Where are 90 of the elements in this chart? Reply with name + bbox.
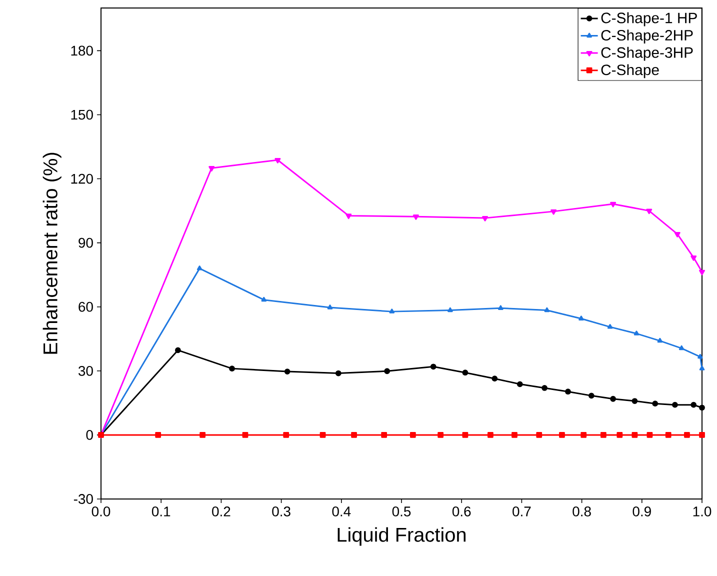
legend-label: C-Shape-3HP [601,46,693,61]
point [699,270,705,276]
point [684,432,690,438]
point [512,432,518,438]
point [610,202,616,208]
x-tick-label: 0.7 [512,506,531,516]
point [542,385,548,391]
y-tick-label: 90 [78,238,93,248]
point [672,402,678,408]
point [462,432,468,438]
point [699,404,705,411]
point [242,432,248,438]
x-tick-label: 0.1 [152,506,170,516]
point [580,432,587,438]
y-axis-title: Enhancement ratio (%) [42,152,62,354]
point [208,166,215,172]
point [544,307,550,312]
point [430,364,436,370]
point [678,345,684,350]
point [274,158,281,164]
y-tick-label: -30 [74,494,93,504]
point [652,400,658,407]
legend-label: C-Shape-2HP [601,30,693,44]
point [283,432,290,438]
x-tick-label: 0.9 [632,506,651,516]
x-tick-label: 0.3 [272,506,290,516]
y-tick-label: 60 [78,302,93,312]
legend-label: C-Shape-1 HP [601,12,697,26]
point [657,338,663,343]
point [634,330,640,336]
x-axis-title: Liquid Fraction [338,527,466,546]
point [412,214,419,220]
y-tick-label: 0 [86,430,93,440]
x-tick-label: 0.5 [392,506,411,516]
point [155,432,162,438]
y-tick-label: 120 [71,174,93,184]
y-tick-label: 180 [71,46,93,56]
point [698,354,703,359]
legend-label: C-Shape [601,64,659,78]
point [699,432,705,438]
point [174,347,181,354]
point [600,432,606,438]
point [536,432,542,438]
point [665,432,672,438]
point [351,432,357,438]
point [482,216,488,222]
point [699,366,705,370]
point [516,381,523,388]
point [632,432,638,438]
point [498,305,504,310]
point [492,376,498,382]
point [327,304,333,310]
x-tick-label: 0.8 [572,506,591,516]
point [200,432,206,438]
point [346,214,352,220]
point [448,307,453,312]
point [488,432,494,438]
x-tick-label: 0.2 [212,506,230,516]
point [559,432,565,438]
point [438,432,444,438]
point [384,368,390,374]
point [381,432,388,438]
x-tick-label: 1.0 [693,506,712,516]
x-tick-label: 0.6 [452,506,471,516]
y-tick-label: 30 [78,366,93,376]
point [632,398,638,404]
point [565,388,571,395]
point [674,232,680,238]
point [646,432,653,438]
x-tick-label: 0.0 [92,506,110,516]
point [616,432,623,438]
point [335,370,342,376]
point [284,368,290,374]
point [196,266,202,270]
point [610,396,616,402]
point [690,256,697,261]
point [646,208,652,214]
point [690,402,697,408]
point [588,392,594,399]
point [229,366,235,372]
y-tick-label: 150 [71,110,93,120]
point [607,324,613,329]
point [550,209,557,215]
point [261,296,267,302]
point [389,308,395,314]
point [410,432,416,438]
x-tick-label: 0.4 [332,506,351,516]
point [462,370,468,376]
point [320,432,326,438]
point [578,316,584,320]
